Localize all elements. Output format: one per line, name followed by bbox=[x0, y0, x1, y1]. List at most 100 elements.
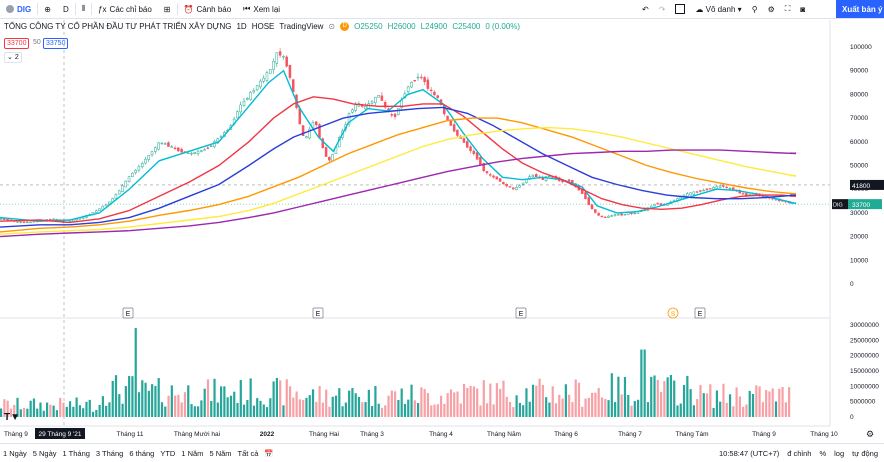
ask-price[interactable]: 33750 bbox=[43, 38, 69, 49]
indicators-button[interactable]: ƒx Các chỉ báo bbox=[92, 0, 158, 18]
candle-body bbox=[725, 186, 728, 189]
volume-bar bbox=[696, 399, 699, 417]
camera-icon[interactable]: ◙ bbox=[800, 4, 806, 14]
volume-bar bbox=[246, 400, 249, 417]
timeframe-button[interactable]: 5 Năm bbox=[209, 448, 232, 458]
adjust-toggle[interactable]: đ chỉnh bbox=[787, 448, 812, 458]
volume-bar bbox=[745, 404, 748, 417]
price-tick-label: 20000 bbox=[850, 234, 868, 241]
clock[interactable]: 10:58:47 (UTC+7) bbox=[719, 448, 780, 458]
volume-bar bbox=[377, 403, 380, 417]
bid-price[interactable]: 33700 bbox=[4, 38, 30, 49]
search-icon[interactable]: ⚲ bbox=[751, 4, 758, 14]
volume-bar bbox=[9, 408, 13, 417]
candle-body bbox=[117, 190, 121, 195]
candle-body bbox=[534, 174, 538, 178]
candles-icon: ⫴ bbox=[81, 4, 86, 13]
candle-body bbox=[305, 136, 308, 139]
volume-bar bbox=[466, 387, 469, 417]
time-tick-label: Tháng 11 bbox=[117, 431, 144, 438]
axis-settings-icon: ⚙ bbox=[866, 430, 874, 440]
volume-bar bbox=[390, 390, 393, 417]
interval-button[interactable]: D bbox=[62, 4, 69, 14]
redo-icon[interactable]: ↷ bbox=[658, 4, 666, 14]
volume-bar bbox=[788, 387, 791, 417]
compare-button[interactable]: ⊕ bbox=[38, 0, 57, 18]
timeframe-button[interactable]: 3 Tháng bbox=[95, 448, 124, 458]
volume-bar bbox=[275, 377, 279, 417]
indicator-count: 2 bbox=[14, 54, 19, 61]
candle-body bbox=[679, 196, 682, 200]
timeframe-button[interactable]: 6 tháng bbox=[129, 448, 155, 458]
gear-icon[interactable]: ⚙ bbox=[767, 4, 775, 14]
candle-body bbox=[239, 104, 242, 113]
go-to-date-icon[interactable]: 📅 bbox=[264, 448, 274, 458]
volume-bar bbox=[719, 401, 722, 417]
eye-icon[interactable]: ⊙ bbox=[328, 22, 336, 31]
candle-body bbox=[186, 152, 190, 154]
volume-bar bbox=[765, 390, 768, 417]
volume-bar bbox=[65, 406, 68, 417]
volume-bar bbox=[423, 389, 426, 417]
candle-body bbox=[252, 90, 256, 93]
timeframe-button[interactable]: 1 Tháng bbox=[62, 448, 90, 458]
volume-bar bbox=[446, 393, 449, 417]
collapse-indicators-button[interactable]: ⌄ 2 bbox=[4, 52, 22, 63]
replay-button[interactable]: ⏮ Xem lại bbox=[237, 0, 286, 18]
timeframe-button[interactable]: 5 Ngày bbox=[32, 448, 57, 458]
volume-bar bbox=[397, 400, 400, 417]
volume-bar bbox=[505, 396, 508, 417]
ma-end-dots: ••• bbox=[790, 194, 796, 200]
candle-body bbox=[518, 185, 522, 188]
timeframe-button[interactable]: YTD bbox=[160, 448, 176, 458]
volume-bar bbox=[403, 403, 407, 417]
candle-body bbox=[745, 193, 748, 196]
moving-average-line bbox=[0, 106, 797, 228]
candle-body bbox=[649, 205, 653, 208]
volume-bar bbox=[512, 407, 515, 417]
candle-body bbox=[383, 101, 387, 108]
timeframe-button[interactable]: Tất cả bbox=[237, 448, 259, 458]
candle-body bbox=[429, 89, 433, 92]
alerts-button[interactable]: ⏰ Cảnh báo bbox=[178, 0, 238, 18]
candle-body bbox=[180, 148, 183, 153]
templates-button[interactable]: ⊞ bbox=[158, 0, 177, 18]
candle-body bbox=[324, 147, 328, 157]
log-toggle[interactable]: log bbox=[834, 448, 845, 458]
volume-bar bbox=[676, 405, 679, 417]
timeframe-button[interactable]: 1 Năm bbox=[181, 448, 204, 458]
volume-bar bbox=[453, 392, 456, 417]
volume-bar bbox=[400, 388, 403, 417]
volume-bar bbox=[417, 403, 420, 417]
candle-body bbox=[364, 106, 367, 110]
chart-type-button[interactable]: ⫴ bbox=[76, 0, 91, 18]
candles bbox=[0, 48, 791, 224]
symbol-search[interactable]: DIG bbox=[0, 0, 37, 18]
volume-bar bbox=[36, 408, 39, 417]
legend-exchange: HOSE bbox=[251, 22, 275, 31]
volume-bar bbox=[784, 402, 787, 417]
time-tick-label: Tháng 3 bbox=[360, 431, 384, 438]
data-status-badge[interactable]: D bbox=[340, 22, 350, 31]
percent-toggle[interactable]: % bbox=[819, 448, 827, 458]
timeframe-button[interactable]: 1 Ngày bbox=[3, 448, 27, 458]
volume-bar bbox=[614, 402, 617, 417]
volume-bar bbox=[528, 401, 531, 417]
select-rectangle-icon[interactable] bbox=[675, 4, 686, 14]
layout-menu[interactable]: ☁ Vô danh ▾ bbox=[695, 4, 742, 14]
volume-bar bbox=[472, 386, 476, 417]
candle-body bbox=[689, 192, 692, 196]
volume-bar bbox=[265, 407, 269, 417]
legend-title: TỔNG CÔNG TY CỔ PHẦN ĐẦU TƯ PHÁT TRIỂN X… bbox=[4, 22, 232, 31]
volume-bar bbox=[348, 390, 351, 417]
volume-bar bbox=[462, 383, 466, 417]
auto-toggle[interactable]: tự động bbox=[852, 448, 878, 458]
price-tick-label: 10000 bbox=[850, 257, 868, 264]
undo-icon[interactable]: ↶ bbox=[642, 4, 649, 14]
candle-body bbox=[308, 128, 311, 139]
publish-idea-button[interactable]: Xuất bản ý tưởng bbox=[836, 0, 884, 18]
volume-bar bbox=[259, 400, 262, 417]
fullscreen-icon[interactable]: ⛶ bbox=[784, 4, 791, 13]
volume-bar bbox=[659, 391, 663, 417]
